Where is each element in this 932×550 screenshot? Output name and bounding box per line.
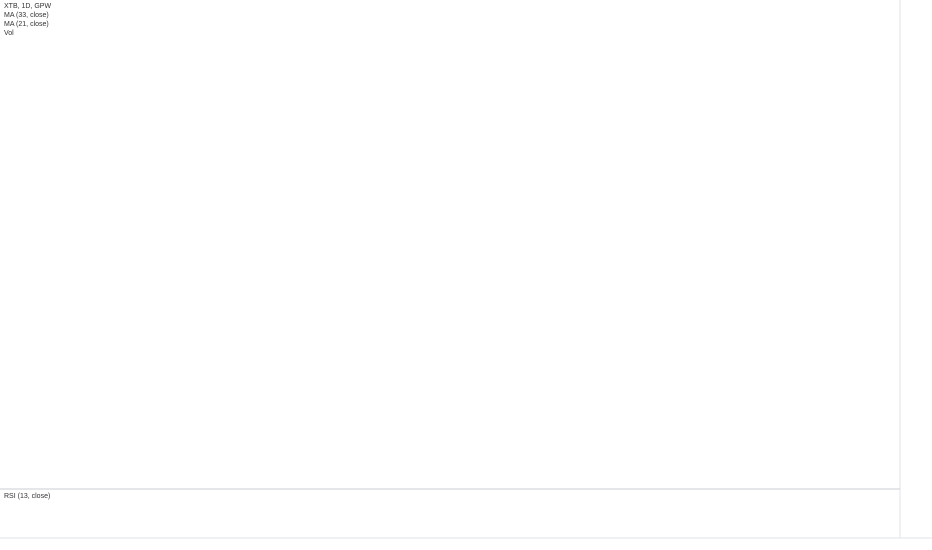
legend-ma21: MA (21, close): [4, 21, 49, 28]
symbol-title: XTB, 1D, GPW: [4, 3, 51, 10]
rsi-title: RSI (13, close): [4, 493, 50, 500]
legend-ma33: MA (33, close): [4, 12, 49, 19]
legend-vol: Vol: [4, 30, 14, 37]
